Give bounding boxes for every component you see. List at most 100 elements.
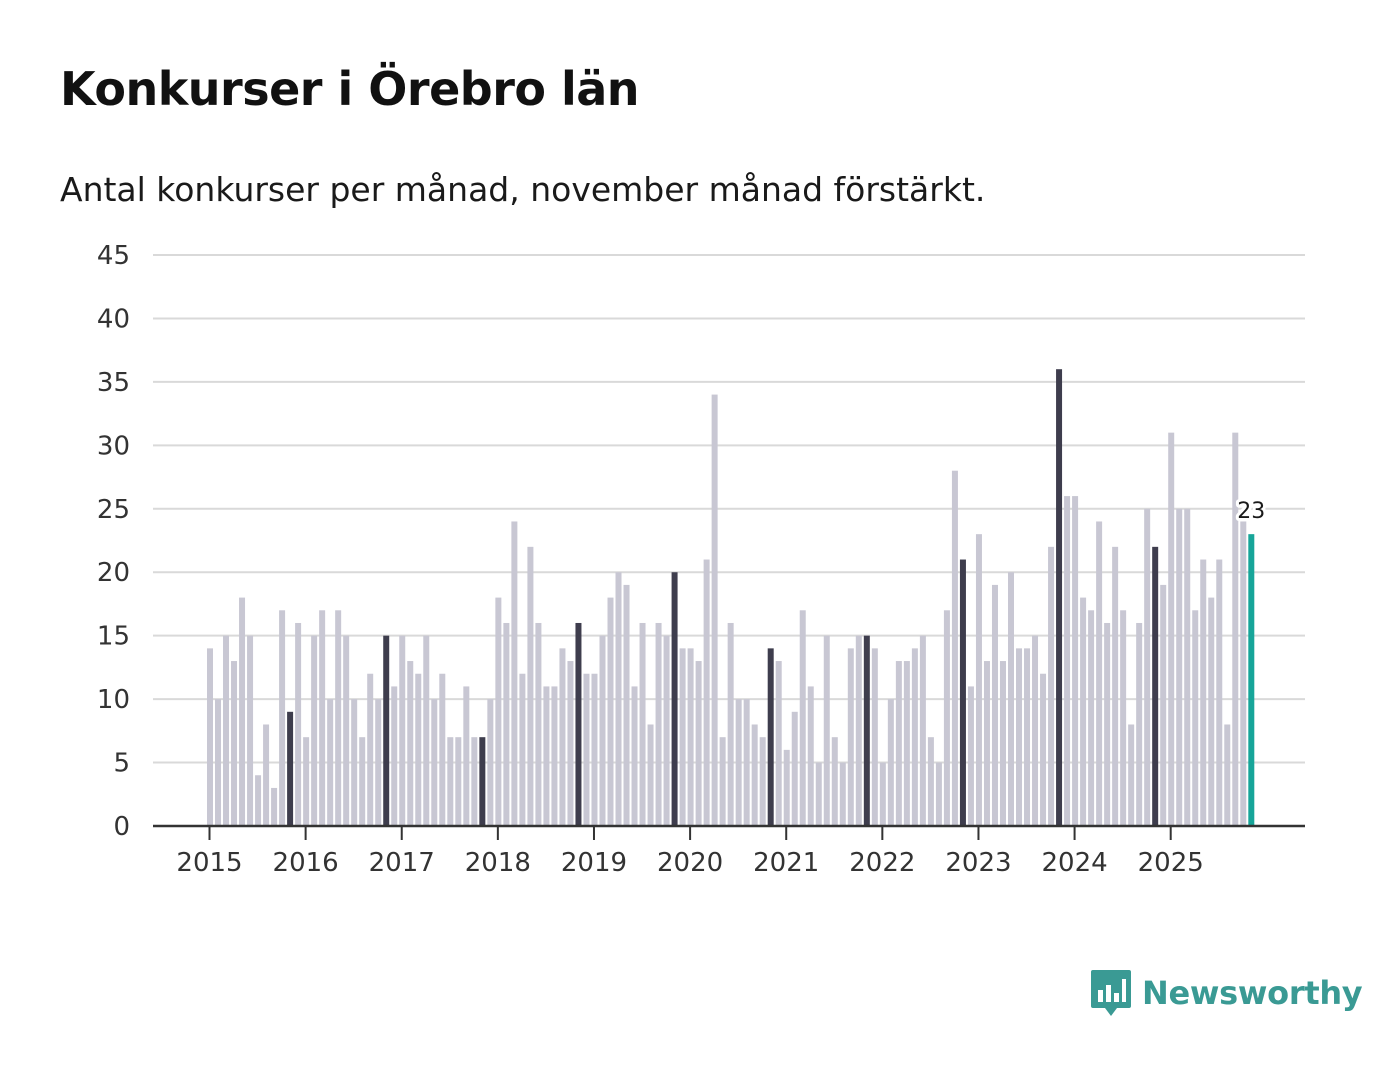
bar [975,534,982,826]
bar [407,661,414,826]
bar [687,648,694,826]
bar [607,597,614,826]
y-tick-label: 0 [113,812,130,842]
bar [783,749,790,826]
bar [231,661,238,826]
bar [631,686,638,826]
bar [519,673,526,826]
bar [487,699,494,826]
data-labels: 23 [1234,496,1268,527]
bar-november [383,635,390,826]
bar [559,648,566,826]
x-tick-label: 2024 [1041,848,1107,878]
bar [735,699,742,826]
bar [887,699,894,826]
bar [439,673,446,826]
bar [543,686,550,826]
bar [679,648,686,826]
bar [903,661,910,826]
latest-value-label: 23 [1237,499,1265,524]
bar [1224,724,1231,826]
bar [1168,432,1175,826]
x-tick-label: 2017 [369,848,435,878]
bar [1200,559,1207,826]
bar [967,686,974,826]
bar [823,635,830,826]
bar [951,470,958,826]
bar [1088,610,1095,826]
bar [871,648,878,826]
bar [359,737,366,826]
bar [1232,432,1239,826]
bar [663,635,670,826]
bar [911,648,918,826]
x-tick-label: 2025 [1138,848,1204,878]
bar [303,737,310,826]
bar [799,610,806,826]
y-tick-label: 30 [97,431,130,461]
bar [711,394,718,826]
bar [335,610,342,826]
bar [255,775,262,826]
bar [655,622,662,826]
bar [447,737,454,826]
bar [271,787,278,826]
bar [279,610,286,826]
x-tick-label: 2019 [561,848,627,878]
bar [375,699,382,826]
bar [455,737,462,826]
bar [263,724,270,826]
bar [855,635,862,826]
bar [623,584,630,826]
bar-november [959,559,966,826]
bar [511,521,518,826]
x-tick-label: 2023 [945,848,1011,878]
bar [327,699,334,826]
bar-november [287,711,294,826]
bar [583,673,590,826]
x-tick-label: 2018 [465,848,531,878]
bar [815,762,822,826]
bar [295,622,302,826]
bar [1176,508,1183,826]
bars [207,369,1255,826]
bar [1112,546,1119,826]
newsworthy-logo[interactable]: Newsworthy [1090,968,1363,1018]
bar [639,622,646,826]
x-tick-label: 2021 [753,848,819,878]
bar [935,762,942,826]
bar [1104,622,1111,826]
y-tick-label: 40 [97,304,130,334]
bar [207,648,213,826]
bar [727,622,734,826]
bar [1160,584,1167,826]
bar [1040,673,1047,826]
bar [615,572,622,826]
y-axis-ticks: 0 5 10 15 20 25 30 35 40 45 [97,241,130,842]
bar [807,686,814,826]
y-tick-label: 20 [97,558,130,588]
bar-latest [1248,534,1255,826]
bar [775,661,782,826]
bar [399,635,406,826]
bar [879,762,886,826]
bar [431,699,438,826]
bar [1136,622,1143,826]
bar [991,584,998,826]
bar [311,635,318,826]
bar-november [767,648,774,826]
x-tick-label: 2016 [273,848,339,878]
bar-november [1152,546,1159,826]
bar [1184,508,1191,826]
bar [1072,496,1079,826]
bar [927,737,934,826]
bar [599,635,606,826]
brand-name: Newsworthy [1142,974,1363,1012]
bar [495,597,502,826]
bar [423,635,430,826]
y-tick-label: 5 [113,749,130,779]
bar [1032,635,1039,826]
bar [703,559,710,826]
x-tick-label: 2022 [849,848,915,878]
bar [1016,648,1023,826]
